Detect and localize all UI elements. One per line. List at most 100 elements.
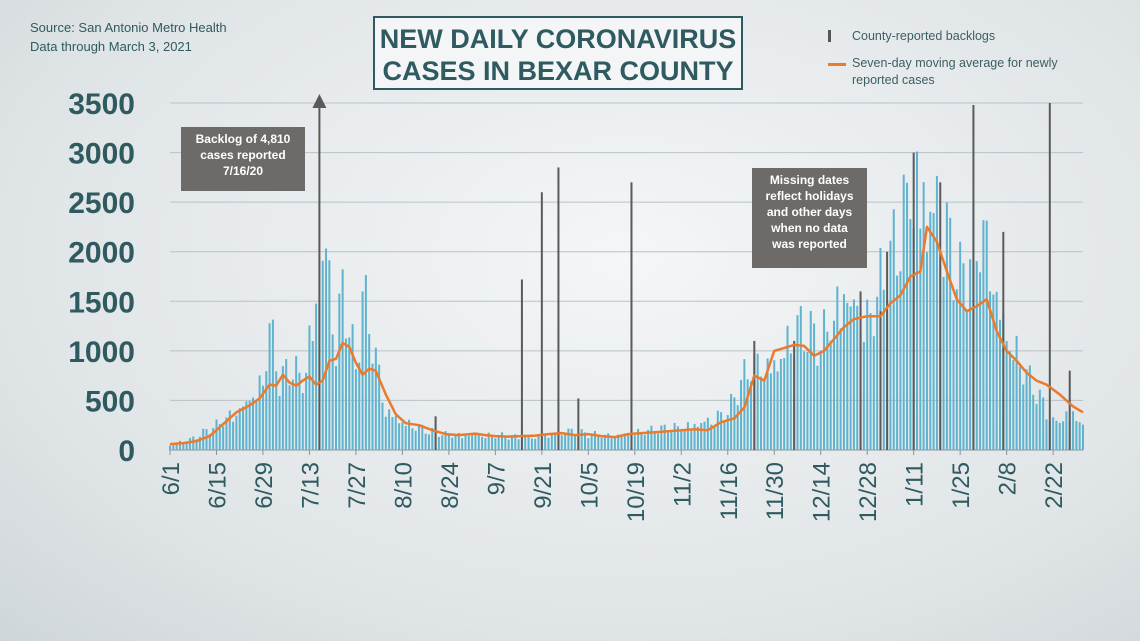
daily-case-bar [803,351,806,450]
daily-case-bar [902,174,905,450]
backlog-bar [793,340,796,450]
daily-case-bar [169,445,171,450]
x-tick-label: 2/22 [1041,462,1068,509]
daily-case-bar [713,424,716,450]
daily-case-bar [942,276,945,450]
daily-case-bar [527,435,530,450]
daily-case-bar [554,433,557,450]
daily-case-bar [1078,422,1081,450]
daily-case-bar [1038,389,1041,450]
daily-case-bar [617,434,620,450]
daily-case-bar [733,397,736,450]
x-tick-label: 10/5 [576,462,603,509]
daily-case-bar [1022,384,1025,450]
backlog-bar [520,279,523,450]
daily-case-bar [945,202,948,450]
daily-case-bar [683,429,686,450]
daily-case-bar [228,410,231,450]
daily-case-bar [823,309,826,450]
daily-case-bar [763,378,766,450]
backlog-bar [753,340,756,450]
backlog-bar [557,167,560,450]
daily-case-bar [248,400,251,450]
daily-case-bar [487,432,490,450]
backlog-swatch [828,30,831,42]
backlog-bar [972,104,975,451]
daily-case-bar [245,401,248,450]
title-line-1: NEW DAILY CORONAVIRUS [379,24,737,54]
daily-case-bar [985,220,988,450]
y-tick-label: 1500 [68,286,135,319]
daily-case-bar [550,433,553,450]
daily-case-bar [467,435,470,450]
daily-case-bar [1062,421,1065,450]
daily-case-bar [1075,421,1078,450]
daily-case-bar [952,300,955,450]
y-tick-label: 500 [85,385,135,418]
daily-case-bar [846,302,849,450]
backlog-note-line: Backlog of 4,810 [195,132,291,146]
daily-case-bar [962,263,965,450]
daily-case-bar [613,436,616,450]
daily-case-bar [570,428,573,450]
legend: County-reported backlogs Seven-day movin… [828,28,1058,89]
daily-case-bar [491,434,494,450]
daily-case-bar [955,289,958,450]
daily-case-bar [925,252,928,450]
backlog-note-line: 7/16/20 [222,164,264,178]
daily-case-bar [218,424,221,450]
x-tick-label: 1/25 [948,462,975,509]
daily-case-bar [686,422,689,450]
daily-case-bar [192,436,195,450]
daily-case-bar [849,306,852,450]
daily-case-bar [670,431,673,450]
daily-case-bar [740,379,743,450]
daily-case-bar [514,434,517,450]
daily-case-bar [580,429,583,450]
daily-case-bar [574,435,577,450]
daily-case-bar [447,435,450,450]
daily-case-bar [537,434,540,450]
daily-case-bar [750,381,752,450]
daily-case-bar [587,438,590,450]
daily-case-bar [627,434,630,450]
daily-case-bar [856,305,859,450]
daily-case-bar [378,364,381,450]
daily-case-bar [999,319,1001,450]
daily-case-bar [215,419,218,450]
missing-note-line: reflect holidays [765,189,854,203]
y-tick-label: 3000 [68,138,135,171]
daily-case-bar [477,434,480,450]
daily-case-bar [1018,366,1021,450]
daily-case-bar [338,293,341,450]
backlog-overflow-arrow [312,94,327,108]
daily-case-bar [208,434,211,450]
daily-case-bar [371,363,374,450]
daily-case-bar [929,211,932,450]
daily-case-bar [959,241,962,450]
daily-case-bar [182,442,185,450]
daily-case-bar [932,213,935,450]
daily-case-bar [1008,351,1011,450]
daily-case-bar [441,435,444,450]
daily-case-bar [335,365,337,450]
y-tick-label: 1000 [68,336,135,369]
daily-case-bar [507,439,510,450]
daily-case-bar [198,436,201,450]
legend-backlog-label: County-reported backlogs [852,29,996,43]
x-tick-label: 7/27 [344,462,371,509]
daily-case-bar [301,393,304,450]
daily-case-bar [175,443,178,450]
x-tick-label: 12/14 [809,462,836,522]
daily-case-bar [610,438,613,450]
backlog-bar [318,103,321,450]
daily-case-bar [667,432,669,450]
daily-case-bar [195,439,198,450]
daily-case-bar [252,397,254,450]
daily-case-bar [427,434,430,450]
daily-case-bar [364,275,367,450]
daily-case-bar [916,151,918,450]
missing-note-line: when no data [771,221,848,235]
daily-case-bar [620,435,623,450]
daily-case-bar [394,416,397,450]
